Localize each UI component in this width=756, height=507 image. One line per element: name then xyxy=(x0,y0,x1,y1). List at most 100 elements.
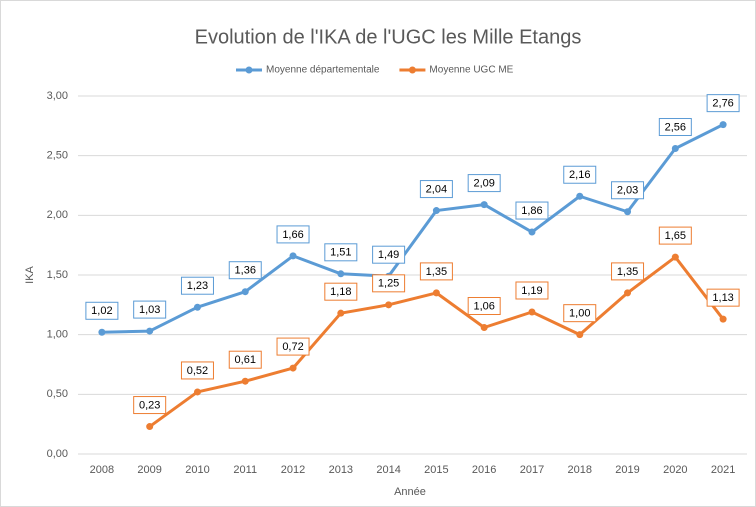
data-label-box xyxy=(563,165,597,184)
data-label: 1,19 xyxy=(521,285,542,297)
point xyxy=(576,331,584,339)
x-tick-label: 2018 xyxy=(568,464,592,476)
point xyxy=(432,207,440,215)
point xyxy=(193,388,201,396)
data-label: 0,52 xyxy=(187,365,208,377)
data-label: 1,18 xyxy=(330,286,351,298)
y-tick-label: 2,50 xyxy=(47,150,68,162)
y-tick-label: 0,00 xyxy=(47,448,68,460)
chart-title: Evolution de l'IKA de l'UGC les Mille Et… xyxy=(195,26,582,48)
data-label: 2,76 xyxy=(712,98,733,110)
x-tick-label: 2011 xyxy=(233,464,257,476)
point xyxy=(146,423,154,431)
x-tick-label: 2016 xyxy=(472,464,496,476)
x-tick-label: 2021 xyxy=(711,464,735,476)
data-label: 2,56 xyxy=(665,121,686,133)
data-label: 1,02 xyxy=(91,305,112,317)
data-label: 1,35 xyxy=(426,266,447,278)
data-label: 1,03 xyxy=(139,304,160,316)
data-label: 0,23 xyxy=(139,399,160,411)
data-label-box xyxy=(419,180,453,199)
data-label: 1,00 xyxy=(569,308,590,320)
data-label-box xyxy=(563,304,597,323)
x-tick-label: 2010 xyxy=(185,464,209,476)
x-tick-label: 2019 xyxy=(615,464,639,476)
y-axis-label: IKA xyxy=(24,265,36,283)
x-tick-label: 2017 xyxy=(520,464,544,476)
data-label-box xyxy=(515,201,549,220)
data-label: 2,03 xyxy=(617,185,638,197)
data-label-box xyxy=(658,226,692,245)
data-label: 1,35 xyxy=(617,266,638,278)
data-label-box xyxy=(467,297,501,316)
data-label: 1,51 xyxy=(330,247,351,259)
point xyxy=(576,192,584,200)
point xyxy=(385,301,393,309)
x-tick-label: 2020 xyxy=(663,464,687,476)
data-label: 1,13 xyxy=(712,292,733,304)
data-label-box xyxy=(228,350,262,369)
data-label-box xyxy=(180,361,214,380)
y-tick-label: 0,50 xyxy=(47,388,68,400)
point xyxy=(241,377,249,385)
data-label: 2,09 xyxy=(473,177,494,189)
point xyxy=(528,228,536,236)
data-label-box xyxy=(324,243,358,262)
x-tick-label: 2008 xyxy=(90,464,114,476)
data-label: 0,61 xyxy=(235,354,256,366)
data-label-box xyxy=(133,396,167,415)
point xyxy=(98,328,106,336)
legend-marker xyxy=(408,66,416,74)
point xyxy=(337,270,345,278)
data-label: 2,04 xyxy=(426,183,447,195)
data-label-box xyxy=(180,276,214,295)
data-label-box xyxy=(419,262,453,281)
data-label: 1,06 xyxy=(473,300,494,312)
data-label-box xyxy=(324,282,358,301)
data-label: 1,66 xyxy=(282,229,303,241)
data-label: 1,65 xyxy=(665,230,686,242)
legend-label: Moyenne UGC ME xyxy=(429,65,513,76)
data-label-box xyxy=(611,262,645,281)
point xyxy=(671,253,679,261)
data-label: 0,72 xyxy=(282,341,303,353)
data-label-box xyxy=(85,301,119,320)
point xyxy=(480,201,488,209)
data-label-box xyxy=(228,261,262,280)
data-label-box xyxy=(611,181,645,200)
legend-marker xyxy=(245,66,253,74)
data-label: 1,86 xyxy=(521,205,542,217)
point xyxy=(719,121,727,129)
x-axis-label: Année xyxy=(394,486,426,498)
point xyxy=(241,288,249,296)
data-label: 1,25 xyxy=(378,278,399,290)
y-tick-label: 1,50 xyxy=(47,269,68,281)
data-label-box xyxy=(372,245,406,264)
y-tick-label: 3,00 xyxy=(47,90,68,102)
data-label: 2,16 xyxy=(569,169,590,181)
x-tick-label: 2015 xyxy=(424,464,448,476)
point xyxy=(528,308,536,316)
data-label-box xyxy=(276,225,310,244)
data-label-box xyxy=(706,94,740,113)
data-label-box xyxy=(467,174,501,193)
point xyxy=(719,315,727,323)
point xyxy=(289,252,297,260)
data-label: 1,36 xyxy=(235,265,256,277)
data-label: 1,49 xyxy=(378,249,399,261)
point xyxy=(289,364,297,372)
data-label-box xyxy=(515,281,549,300)
point xyxy=(432,289,440,297)
x-tick-label: 2013 xyxy=(329,464,353,476)
x-tick-label: 2012 xyxy=(281,464,305,476)
point xyxy=(146,327,154,335)
y-tick-label: 2,00 xyxy=(47,209,68,221)
data-label-box xyxy=(133,300,167,319)
data-label-box xyxy=(706,288,740,307)
data-label: 1,23 xyxy=(187,280,208,292)
data-label-box xyxy=(658,118,692,137)
point xyxy=(193,303,201,311)
point xyxy=(671,145,679,153)
x-tick-label: 2014 xyxy=(376,464,400,476)
